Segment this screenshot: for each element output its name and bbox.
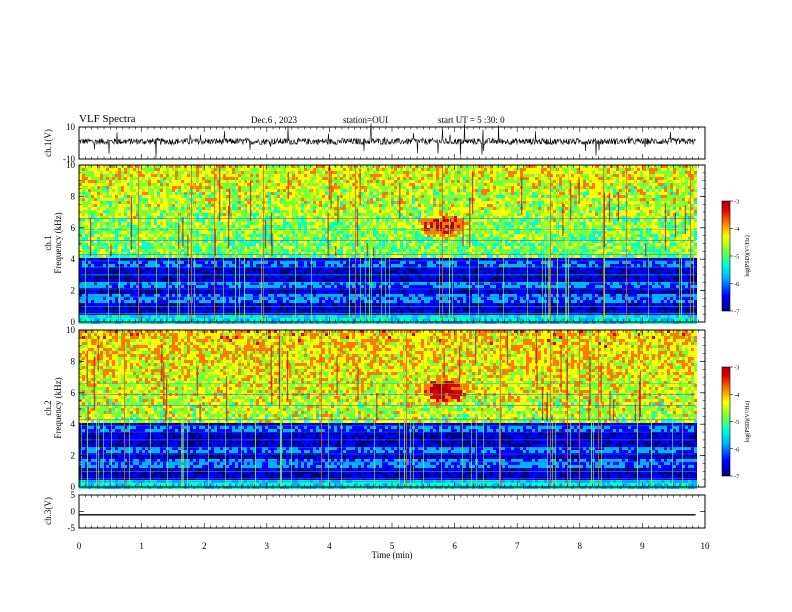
ch2-freq-tick-label: 0 bbox=[71, 482, 76, 492]
colorbar-tick-label: -3 bbox=[734, 199, 739, 206]
ch1-freq-tick-label: 4 bbox=[71, 254, 76, 264]
ch1-freq-tick-label: 2 bbox=[71, 286, 76, 296]
ch1-ytick-label: -10 bbox=[63, 154, 75, 164]
ch1-freq-ylabel: Frequency (kHz) bbox=[53, 212, 63, 273]
colorbar-tick-label: -3 bbox=[734, 365, 739, 372]
ch1-freq-tick-label: 8 bbox=[71, 191, 76, 201]
x-tick-label: 2 bbox=[202, 541, 207, 551]
x-tick-label: 7 bbox=[515, 541, 520, 551]
x-tick-label: 4 bbox=[327, 541, 332, 551]
spectrogram-ch1 bbox=[79, 165, 697, 324]
x-tick-label: 5 bbox=[390, 541, 395, 551]
x-tick-label: 0 bbox=[77, 541, 82, 551]
colorbar-1 bbox=[721, 200, 731, 312]
x-tick-label: 8 bbox=[578, 541, 583, 551]
ch1-freq-tick-label: 10 bbox=[66, 160, 76, 170]
ch3-ytick-label: 0 bbox=[71, 507, 76, 517]
colorbar-tick-label: -5 bbox=[734, 254, 739, 261]
chart-title: VLF Spectra bbox=[79, 113, 136, 125]
ch1-channel-label: ch.1 bbox=[43, 235, 53, 250]
colorbar-tick-label: -5 bbox=[734, 419, 739, 426]
x-tick-label: 1 bbox=[139, 541, 144, 551]
ch1-waveform bbox=[78, 123, 696, 159]
colorbar-label: log(PSD)(V²/Hz) bbox=[744, 235, 751, 276]
ch3-ytick-label: -5 bbox=[68, 523, 76, 533]
station-label: station=OUI bbox=[343, 115, 388, 125]
colorbar-tick-label: -6 bbox=[734, 446, 740, 453]
ch1-freq-tick-label: 0 bbox=[71, 317, 76, 327]
x-tick-label: 6 bbox=[452, 541, 457, 551]
ch2-freq-tick-label: 8 bbox=[71, 356, 76, 366]
colorbar-tick-label: -7 bbox=[734, 309, 740, 316]
ch2-freq-tick-label: 6 bbox=[71, 388, 76, 398]
ch2-freq-ylabel: Frequency (kHz) bbox=[53, 377, 63, 438]
date-label: Dec.6 , 2023 bbox=[251, 115, 297, 125]
colorbar-tick-label: -7 bbox=[734, 474, 740, 481]
ch2-freq-tick-label: 2 bbox=[71, 451, 76, 461]
colorbar-tick-label: -6 bbox=[734, 281, 740, 288]
x-tick-label: 3 bbox=[265, 541, 270, 551]
x-tick-label: 9 bbox=[640, 541, 645, 551]
colorbar-tick-label: -4 bbox=[734, 226, 740, 233]
colorbar-tick-label: -4 bbox=[734, 392, 740, 399]
x-tick-label: 10 bbox=[701, 541, 711, 551]
ch2-freq-tick-label: 4 bbox=[71, 419, 76, 429]
spectrogram-ch2 bbox=[79, 330, 697, 489]
ch3-ytick-label: 5 bbox=[71, 490, 76, 500]
ch1-ylabel: ch.1(V) bbox=[43, 129, 53, 157]
ch2-channel-label: ch.2 bbox=[43, 400, 53, 415]
colorbar-label: log(PSD)(V²/Hz) bbox=[744, 401, 751, 442]
ch3-ylabel: ch.3(V) bbox=[43, 497, 53, 525]
ch1-ytick-label: 10 bbox=[66, 122, 76, 132]
ch1-freq-tick-label: 6 bbox=[71, 223, 76, 233]
x-axis-title: Time (min) bbox=[372, 550, 413, 560]
colorbar-2 bbox=[721, 366, 731, 477]
start-time-label: start UT = 5 :30: 0 bbox=[438, 115, 505, 125]
ch2-freq-tick-label: 10 bbox=[66, 325, 76, 335]
